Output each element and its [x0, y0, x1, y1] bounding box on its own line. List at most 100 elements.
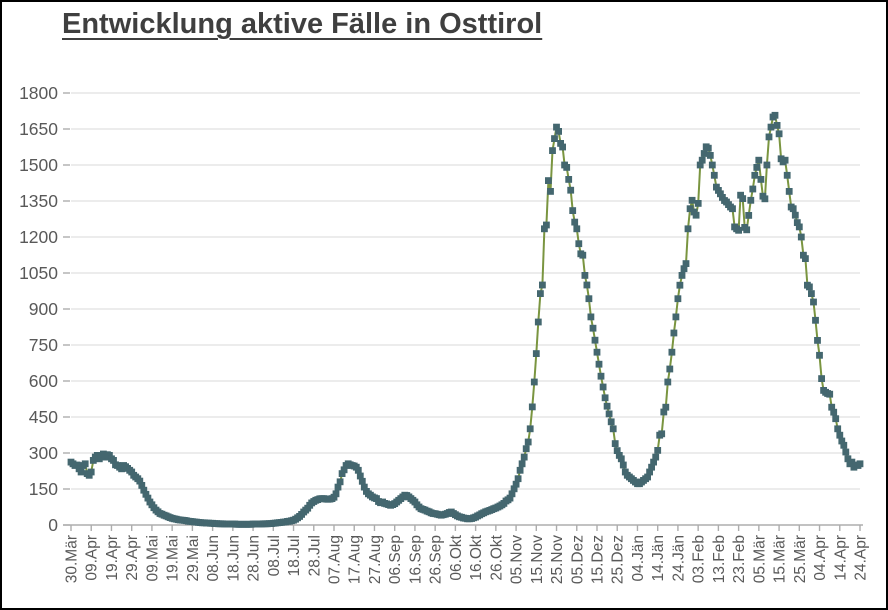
data-point-marker: [518, 460, 526, 468]
data-point-marker: [648, 463, 655, 471]
data-point-marker: [781, 156, 789, 164]
data-point-marker: [543, 221, 550, 229]
data-series-markers: [67, 111, 864, 528]
data-point-marker: [765, 133, 773, 141]
data-point-marker: [557, 140, 564, 147]
data-point-marker: [795, 223, 803, 231]
y-axis-labels: 0 150 300 450 600 750 900 1050 1200 1350 1500 1650 1…: [19, 83, 58, 535]
data-point-marker: [644, 473, 651, 481]
data-point-marker: [617, 455, 625, 463]
data-point-marker: [844, 455, 852, 463]
data-point-marker: [573, 225, 581, 233]
data-point-marker: [520, 453, 528, 461]
data-point-marker: [358, 477, 366, 485]
data-point-marker: [708, 161, 716, 169]
data-point-marker: [755, 156, 763, 164]
data-point-marker: [336, 478, 344, 486]
data-point-marker: [530, 378, 538, 386]
data-point-marker: [836, 431, 844, 439]
data-point-marker: [666, 365, 674, 373]
y-tick-label: 1350: [19, 191, 58, 211]
y-tick-label: 450: [29, 407, 58, 427]
data-point-marker: [599, 383, 607, 391]
data-point-marker: [700, 150, 708, 157]
data-point-marker: [607, 418, 615, 426]
x-tick-label: 26.Okt: [488, 534, 505, 580]
data-point-marker: [77, 468, 85, 476]
data-point-marker: [662, 403, 670, 411]
x-tick-label: 14.Apr: [832, 535, 849, 581]
data-point-marker: [694, 200, 702, 207]
x-tick-label: 08.Jun: [205, 535, 222, 582]
data-point-marker: [516, 466, 524, 474]
data-point-marker: [601, 394, 609, 402]
data-point-marker: [838, 437, 846, 445]
x-tick-label: 18.Jun: [225, 535, 242, 582]
x-tick-label: 29.Apr: [124, 535, 141, 581]
data-point-marker: [698, 156, 706, 164]
data-point-marker: [747, 196, 755, 204]
data-point-marker: [767, 123, 775, 131]
data-point-marker: [595, 360, 603, 368]
x-tick-label: 19.Mai: [165, 535, 182, 582]
data-point-marker: [682, 260, 690, 267]
x-tick-label: 07.Aug: [327, 535, 344, 584]
data-point-marker: [668, 348, 676, 356]
data-point-marker: [650, 458, 657, 466]
x-tick-label: 16.Sep: [407, 535, 424, 584]
data-point-marker: [508, 490, 516, 498]
data-point-marker: [828, 403, 836, 411]
data-point-marker: [547, 188, 554, 195]
data-point-marker: [506, 494, 514, 502]
data-point-marker: [808, 290, 815, 297]
data-point-marker: [522, 445, 530, 453]
x-tick-label: 25.Dez: [610, 535, 627, 584]
axes: [63, 92, 863, 531]
data-point-marker: [848, 458, 856, 466]
data-point-marker: [676, 281, 684, 289]
data-point-marker: [789, 205, 797, 213]
data-point-marker: [785, 188, 793, 195]
data-point-marker: [563, 164, 571, 171]
data-point-marker: [613, 447, 621, 454]
x-tick-label: 29.Mai: [185, 535, 202, 582]
y-tick-label: 1200: [19, 227, 58, 247]
x-tick-label: 18.Jul: [286, 535, 303, 576]
x-tick-label: 09.Mai: [144, 535, 161, 582]
data-point-marker: [569, 207, 577, 214]
data-point-marker: [541, 225, 548, 233]
data-point-marker: [692, 211, 700, 219]
x-tick-label: 16.Okt: [468, 534, 485, 580]
data-point-marker: [589, 324, 597, 332]
y-tick-label: 1800: [19, 83, 58, 103]
data-point-marker: [793, 219, 801, 226]
data-point-marker: [87, 468, 95, 476]
data-point-marker: [534, 318, 542, 326]
data-point-marker: [660, 408, 668, 416]
data-point-marker: [842, 448, 850, 456]
data-point-marker: [680, 265, 688, 273]
data-point-marker: [646, 468, 653, 476]
data-point-marker: [526, 425, 534, 433]
data-point-marker: [688, 196, 696, 204]
data-point-marker: [537, 290, 544, 297]
y-tick-label: 1650: [19, 119, 58, 139]
chart-title: Entwicklung aktive Fälle in Osttirol: [62, 8, 543, 40]
x-tick-label: 03.Feb: [691, 535, 708, 583]
data-point-marker: [773, 122, 781, 129]
data-point-marker: [140, 486, 148, 494]
x-tick-label: 04.Apr: [812, 535, 829, 581]
y-tick-label: 1050: [19, 263, 58, 283]
data-point-marker: [597, 372, 605, 380]
x-tick-label: 09.Apr: [84, 535, 101, 581]
data-point-marker: [567, 186, 575, 194]
x-tick-label: 05.Dez: [569, 535, 586, 584]
data-point-marker: [840, 441, 848, 449]
data-point-marker: [757, 176, 765, 183]
data-point-marker: [729, 205, 736, 213]
data-point-marker: [797, 233, 805, 241]
data-point-marker: [814, 337, 821, 344]
data-point-marker: [559, 143, 566, 151]
y-gridlines: [71, 92, 860, 490]
